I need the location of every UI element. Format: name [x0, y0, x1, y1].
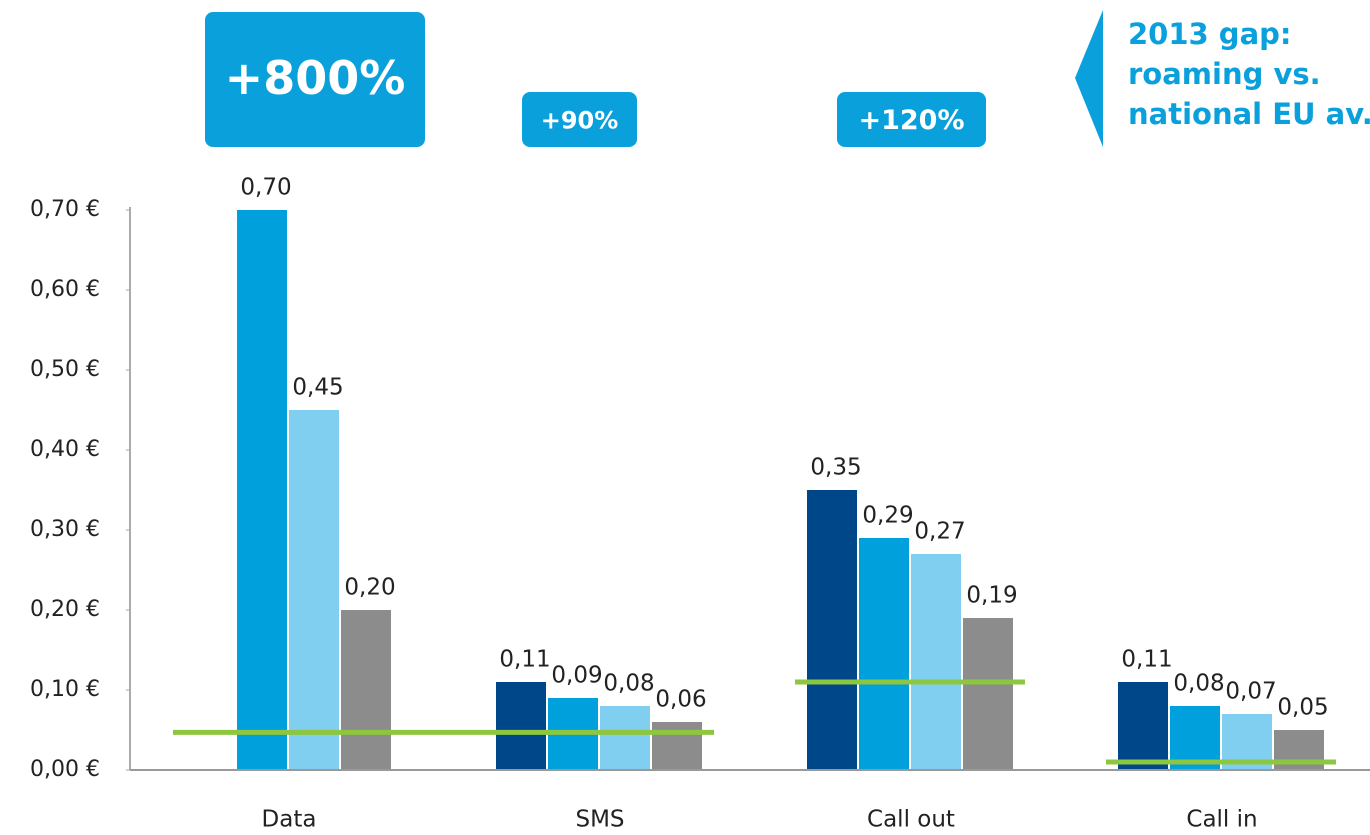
value-label: 0,20 [344, 575, 395, 601]
value-label: 0,45 [292, 375, 343, 401]
gap-badge [205, 12, 425, 147]
x-tick-label: Call in [1186, 807, 1257, 833]
value-label: 0,09 [551, 663, 602, 689]
value-label: 0,19 [966, 583, 1017, 609]
y-tick-label: 0,50 € [30, 357, 100, 382]
note-text: 2013 gap: [1128, 17, 1292, 51]
bar [237, 210, 287, 770]
y-tick-label: 0,10 € [30, 677, 100, 702]
bar [859, 538, 909, 770]
bar [289, 410, 339, 770]
y-tick-label: 0,40 € [30, 437, 100, 462]
note-arrow [1075, 10, 1103, 147]
value-label: 0,05 [1277, 695, 1328, 721]
value-label: 0,11 [1121, 647, 1172, 673]
bar [600, 706, 650, 770]
value-label: 0,07 [1225, 679, 1276, 705]
note-text: roaming vs. [1128, 57, 1321, 91]
gap-label: +120% [858, 105, 964, 136]
y-tick-label: 0,20 € [30, 597, 100, 622]
bar [963, 618, 1013, 770]
value-label: 0,08 [603, 671, 654, 697]
y-tick-label: 0,60 € [30, 277, 100, 302]
gap-label: +90% [541, 107, 619, 135]
value-label: 0,27 [914, 519, 965, 545]
x-tick-label: SMS [575, 807, 624, 833]
bar [807, 490, 857, 770]
y-tick-label: 0,70 € [30, 197, 100, 222]
x-tick-label: Data [262, 807, 317, 833]
note-text: national EU av. [1128, 97, 1370, 131]
bar [652, 722, 702, 770]
gap-badge [522, 92, 637, 147]
value-label: 0,29 [862, 503, 913, 529]
value-label: 0,11 [499, 647, 550, 673]
bar [911, 554, 961, 770]
x-tick-label: Call out [867, 807, 955, 833]
bar [1118, 682, 1168, 770]
value-label: 0,08 [1173, 671, 1224, 697]
value-label: 0,35 [810, 455, 861, 481]
bar [1170, 706, 1220, 770]
y-tick-label: 0,30 € [30, 517, 100, 542]
value-label: 0,06 [655, 687, 706, 713]
gap-badge [837, 92, 986, 147]
bar [496, 682, 546, 770]
y-tick-label: 0,00 € [30, 757, 100, 782]
value-label: 0,70 [240, 175, 291, 201]
gap-label: +800% [225, 51, 406, 105]
bar [341, 610, 391, 770]
